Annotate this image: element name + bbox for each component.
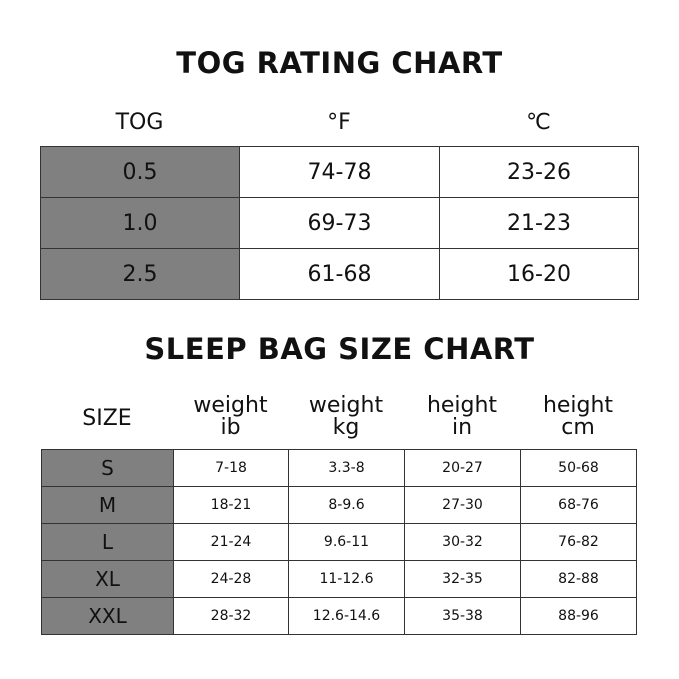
header-line1: weight: [308, 393, 384, 418]
row-label-cell: 0.5: [40, 146, 240, 198]
header-line1: height: [426, 393, 498, 418]
header-line2: ib: [220, 415, 241, 440]
celsius-header: ℃: [526, 110, 551, 135]
table-row: 0.5 74-78 23-26: [40, 146, 639, 198]
row-label-cell: XXL: [41, 597, 174, 635]
height-cm-header: height cm: [520, 395, 636, 439]
table-cell: 35-38: [404, 597, 521, 635]
table-cell: 30-32: [404, 523, 521, 561]
row-label-cell: 2.5: [40, 248, 240, 300]
table-row: S 7-18 3.3-8 20-27 50-68: [41, 449, 637, 487]
table-cell: 21-23: [439, 197, 639, 249]
height-in-header: height in: [404, 395, 520, 439]
table-cell: 12.6-14.6: [288, 597, 405, 635]
table-cell: 61-68: [239, 248, 440, 300]
header-line1: weight: [193, 393, 268, 418]
table-cell: 24-28: [173, 560, 289, 598]
header-line2: cm: [561, 415, 595, 440]
row-label-cell: S: [41, 449, 174, 487]
weight-lb-header: weight ib: [173, 395, 288, 439]
table-cell: 68-76: [520, 486, 637, 524]
header-line2: kg: [332, 415, 360, 440]
table-cell: 27-30: [404, 486, 521, 524]
table-row: M 18-21 8-9.6 27-30 68-76: [41, 486, 637, 524]
table-cell: 50-68: [520, 449, 637, 487]
table-cell: 9.6-11: [288, 523, 405, 561]
table-row: XL 24-28 11-12.6 32-35 82-88: [41, 560, 637, 598]
row-label-cell: XL: [41, 560, 174, 598]
table-row: L 21-24 9.6-11 30-32 76-82: [41, 523, 637, 561]
table-cell: 8-9.6: [288, 486, 405, 524]
size-header-label: SIZE: [82, 406, 132, 431]
table-row: 1.0 69-73 21-23: [40, 197, 639, 249]
size-table: S 7-18 3.3-8 20-27 50-68 M 18-21 8-9.6 27-30 68-7…: [41, 449, 637, 635]
table-cell: 76-82: [520, 523, 637, 561]
table-cell: 7-18: [173, 449, 289, 487]
table-row: XXL 28-32 12.6-14.6 35-38 88-96: [41, 597, 637, 635]
table-cell: 16-20: [439, 248, 639, 300]
table-cell: 11-12.6: [288, 560, 405, 598]
header-line2: in: [451, 415, 473, 440]
row-label-cell: M: [41, 486, 174, 524]
tog-chart-title: TOG RATING CHART: [176, 46, 503, 80]
table-cell: 21-24: [173, 523, 289, 561]
row-label-cell: L: [41, 523, 174, 561]
table-cell: 32-35: [404, 560, 521, 598]
header-line1: height: [542, 393, 614, 418]
fahrenheit-header: °F: [327, 110, 351, 135]
row-label-cell: 1.0: [40, 197, 240, 249]
table-row: 2.5 61-68 16-20: [40, 248, 639, 300]
table-cell: 82-88: [520, 560, 637, 598]
tog-header: TOG: [115, 110, 164, 135]
table-cell: 18-21: [173, 486, 289, 524]
size-header: SIZE: [41, 408, 173, 430]
table-cell: 28-32: [173, 597, 289, 635]
table-cell: 74-78: [239, 146, 440, 198]
table-cell: 23-26: [439, 146, 639, 198]
table-cell: 20-27: [404, 449, 521, 487]
size-chart-title: SLEEP BAG SIZE CHART: [144, 332, 535, 366]
table-cell: 69-73: [239, 197, 440, 249]
tog-rating-table: 0.5 74-78 23-26 1.0 69-73 21-23 2.5 61-68 16-20: [40, 146, 639, 300]
table-cell: 3.3-8: [288, 449, 405, 487]
weight-kg-header: weight kg: [288, 395, 404, 439]
table-cell: 88-96: [520, 597, 637, 635]
